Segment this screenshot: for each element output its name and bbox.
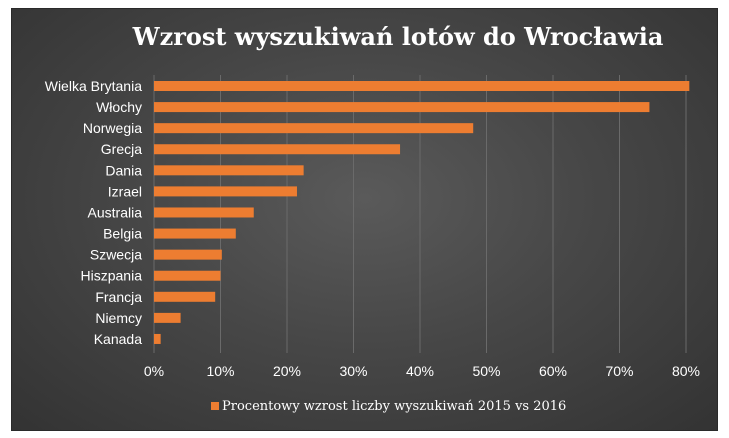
- bar: [154, 312, 181, 323]
- category-label: Hiszpania: [81, 268, 143, 284]
- bar: [154, 144, 401, 155]
- x-tick-label: 30%: [339, 363, 367, 379]
- legend-label: Procentowy wzrost liczby wyszukiwań 2015…: [222, 399, 566, 414]
- bar: [154, 333, 161, 344]
- category-label: Francja: [95, 289, 142, 305]
- chart-title: Wzrost wyszukiwań lotów do Wrocławia: [132, 22, 664, 51]
- category-label: Norwegia: [83, 120, 142, 136]
- bar: [154, 291, 216, 302]
- category-label: Belgia: [103, 226, 142, 242]
- gridlines: [153, 75, 687, 353]
- bar: [154, 165, 304, 176]
- x-tick-label: 70%: [605, 363, 633, 379]
- bar: [154, 186, 297, 197]
- legend: Procentowy wzrost liczby wyszukiwań 2015…: [211, 399, 566, 414]
- category-label: Wielka Brytania: [45, 78, 142, 94]
- legend-swatch: [211, 402, 219, 410]
- x-tick-label: 10%: [206, 363, 234, 379]
- chart-area: Wzrost wyszukiwań lotów do Wrocławia Wie…: [11, 8, 718, 431]
- x-tick-label: 0%: [144, 363, 164, 379]
- category-label: Szwecja: [90, 247, 142, 263]
- x-tick-label: 40%: [406, 363, 434, 379]
- category-label: Australia: [88, 204, 143, 220]
- category-label: Izrael: [108, 183, 142, 199]
- category-label: Grecja: [101, 141, 142, 157]
- category-label: Niemcy: [95, 310, 142, 326]
- bar-chart: Wzrost wyszukiwań lotów do Wrocławia Wie…: [45, 22, 700, 414]
- bar: [154, 81, 690, 91]
- category-label: Kanada: [94, 331, 142, 347]
- x-tick-label: 60%: [539, 363, 567, 379]
- bar: [154, 228, 236, 239]
- category-label: Dania: [105, 162, 142, 178]
- category-labels: Wielka Brytania Włochy Norwegia Grecja Dania…: [45, 78, 142, 347]
- x-tick-label: 20%: [273, 363, 301, 379]
- bar: [154, 123, 474, 134]
- x-tick-label: 80%: [672, 363, 700, 379]
- category-label: Włochy: [96, 99, 142, 115]
- x-tick-label: 50%: [472, 363, 500, 379]
- x-axis-tick-labels: 0% 10% 20% 30% 40% 50% 60% 70% 80%: [144, 363, 700, 379]
- bars: [154, 81, 690, 344]
- bar: [154, 270, 221, 281]
- bar: [154, 102, 650, 113]
- bar: [154, 249, 222, 260]
- bar: [154, 207, 254, 218]
